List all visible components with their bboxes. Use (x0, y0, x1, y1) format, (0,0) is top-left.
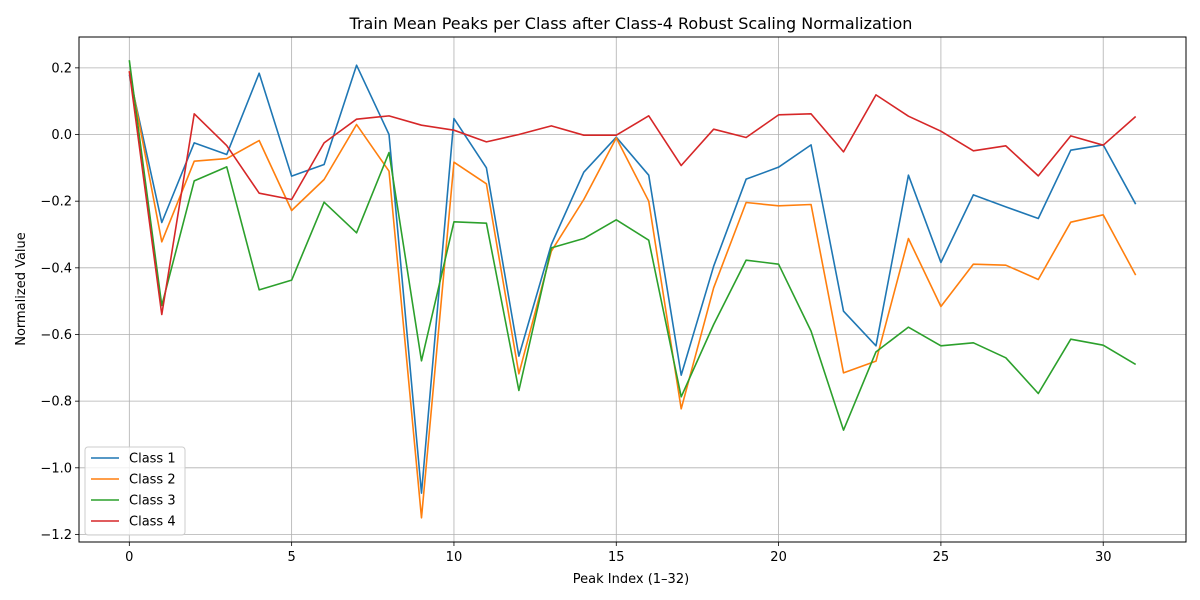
y-tick-label: 0.0 (51, 128, 72, 143)
y-tick-label: −0.8 (40, 395, 72, 410)
series-line-class-2 (128, 71, 1137, 519)
y-tick-label: −0.6 (40, 328, 72, 343)
x-tick-label: 30 (1095, 550, 1112, 565)
chart-title: Train Mean Peaks per Class after Class-4… (349, 14, 913, 33)
legend-label-class-4: Class 4 (129, 515, 176, 530)
x-tick-label: 20 (770, 550, 787, 565)
series-line-class-4 (128, 71, 1137, 316)
series-line-class-1 (128, 64, 1137, 494)
legend: Class 1 Class 2 Class 3 Class 4 (84, 446, 186, 536)
legend-label-class-3: Class 3 (129, 494, 176, 509)
x-tick-label: 5 (287, 550, 295, 565)
y-tick-label: −1.0 (40, 461, 72, 476)
x-axis-label: Peak Index (1–32) (573, 572, 689, 587)
x-tick-label: 25 (933, 550, 950, 565)
series-lines (128, 60, 1137, 519)
series-line-class-3 (128, 60, 1137, 431)
y-axis-label: Normalized Value (14, 232, 29, 346)
plot-frame (78, 36, 1187, 543)
y-tick-label: 0.2 (51, 61, 72, 76)
y-tick-label: −0.4 (40, 261, 72, 276)
legend-label-class-1: Class 1 (129, 452, 176, 467)
x-tick-label: 0 (125, 550, 133, 565)
y-tick-label: −0.2 (40, 195, 72, 210)
axis-ticks: 0 5 10 15 20 25 30 −1.2 −1.0 −0.8 −0.6 −0.4 −0.2 0.0 0… (40, 61, 1111, 565)
legend-label-class-2: Class 2 (129, 473, 176, 488)
x-tick-label: 10 (446, 550, 463, 565)
legend-box (84, 446, 186, 536)
y-tick-label: −1.2 (40, 528, 72, 543)
x-tick-label: 15 (608, 550, 625, 565)
